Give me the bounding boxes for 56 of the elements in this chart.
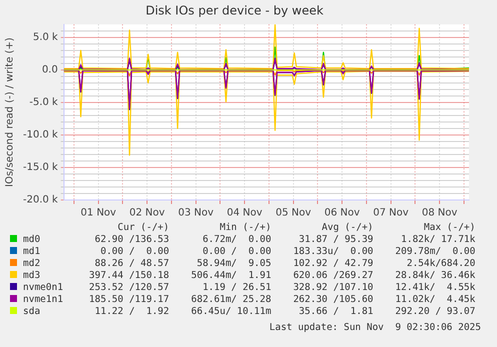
legend-label: nvme1n1 [22, 294, 64, 306]
x-tick-label: 02 Nov [129, 208, 165, 219]
text: 292.20 / 93.07 [394, 306, 476, 318]
chart-title: Disk IOs per device - by week [146, 3, 324, 18]
x-tick-label: 04 Nov [226, 208, 262, 219]
text: 66.45u/ 10.11m [190, 306, 272, 318]
text: 35.66 / 1.81 [298, 306, 374, 318]
text: 1.82k/ 17.71k [400, 234, 476, 246]
text: 11.22 / 1.92 [94, 306, 170, 318]
text: Max (-/+) [422, 222, 476, 234]
y-tick-label: -20.0 k [23, 194, 58, 206]
x-tick-label: 03 Nov [178, 208, 214, 219]
legend-label: md0 [22, 234, 42, 246]
text: 209.78m/ 0.00 [394, 246, 476, 258]
text: 682.61m/ 25.28 [190, 294, 272, 306]
text: 253.52 /120.57 [88, 282, 170, 294]
x-tick-label: 07 Nov [373, 208, 409, 219]
text: 262.30 /105.60 [292, 294, 374, 306]
legend-label: sda [22, 306, 42, 318]
legend-label: nvme0n1 [22, 282, 64, 294]
y-tick-label: 0.0 [42, 64, 58, 76]
text: 183.33u/ 0.00 [292, 246, 374, 258]
x-tick-label: 05 Nov [276, 208, 312, 219]
text: 328.92 /107.10 [292, 282, 374, 294]
text: 88.26 / 48.57 [94, 258, 170, 270]
x-tick-label: 01 Nov [80, 208, 116, 219]
text: 102.92 / 42.79 [292, 258, 374, 270]
text: 58.94m/ 9.05 [196, 258, 272, 270]
text: 62.90 /136.53 [94, 234, 170, 246]
text: 506.44m/ 1.91 [190, 270, 272, 282]
text: 2.54k/684.20 [406, 258, 476, 270]
text: 6.72m/ 0.00 [202, 234, 272, 246]
text: 397.44 /150.18 [88, 270, 170, 282]
text: 31.87 / 95.39 [298, 234, 374, 246]
text: Cur (-/+) [116, 222, 170, 234]
legend-label: md3 [22, 270, 42, 282]
text: Last update: Sun Nov 9 02:30:06 2025 [269, 322, 481, 333]
text: 185.50 /119.17 [88, 294, 170, 306]
text: 12.41k/ 4.55k [394, 282, 476, 294]
text: 11.02k/ 4.45k [394, 294, 476, 306]
legend-label: md2 [22, 258, 42, 270]
text: 620.06 /269.27 [292, 270, 374, 282]
text: 28.84k/ 36.46k [394, 270, 476, 282]
text: 1.19 / 26.51 [202, 282, 272, 294]
text: 0.00 / 0.00 [202, 246, 272, 258]
y-axis-title: IOs/second read (-) / write (+) [4, 37, 16, 187]
legend-label: md1 [22, 246, 42, 258]
y-tick-label: 5.0 k [32, 32, 58, 43]
y-tick-label: -15.0 k [23, 162, 58, 174]
text: 0.00 / 0.00 [99, 246, 170, 258]
x-tick-label: 08 Nov [422, 208, 458, 219]
y-tick-label: -5.0 k [29, 97, 58, 108]
text: Avg (-/+) [320, 222, 374, 234]
y-tick-label: -10.0 k [23, 130, 58, 141]
x-tick-label: 06 Nov [324, 208, 360, 219]
text: Min (-/+) [218, 222, 272, 234]
